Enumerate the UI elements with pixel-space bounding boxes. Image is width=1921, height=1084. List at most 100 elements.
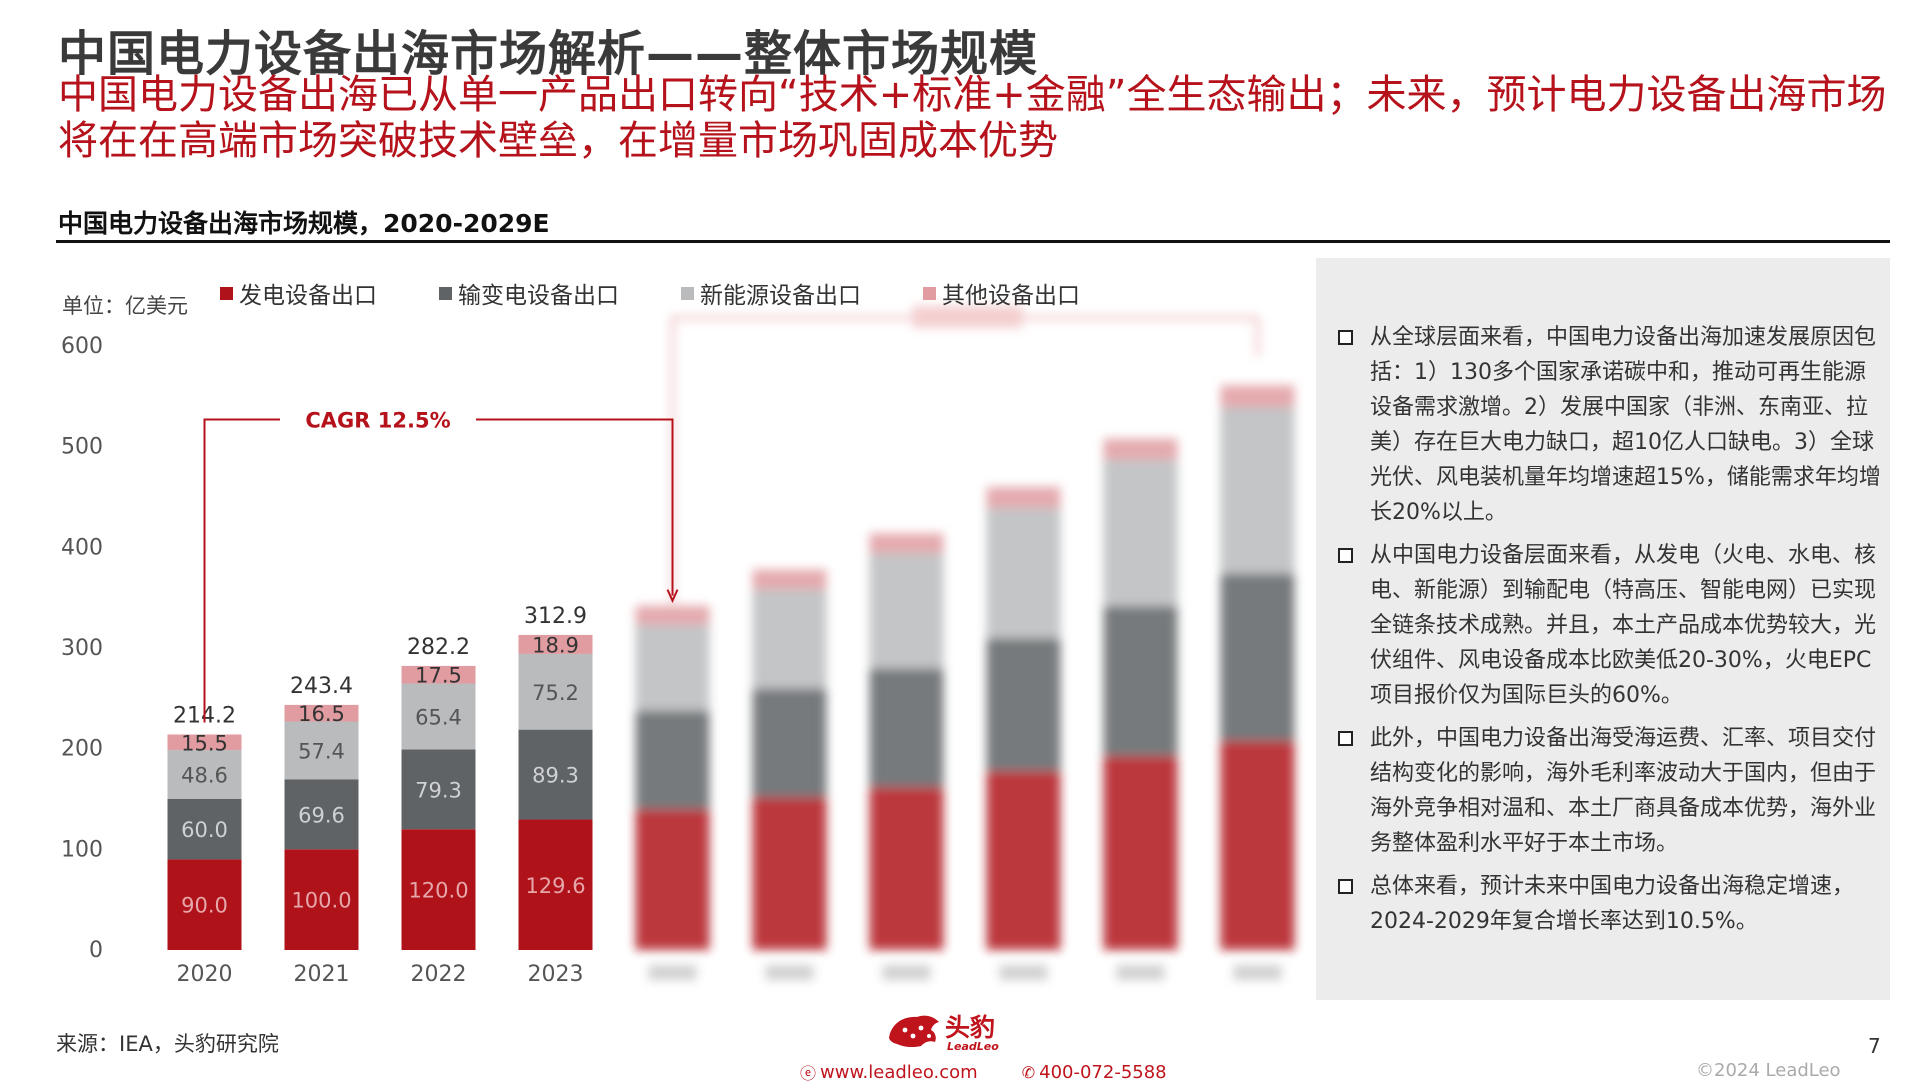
bar-segment-label: 65.4 [415, 705, 462, 729]
y-tick-label: 100 [61, 837, 103, 862]
legend-swatch [923, 286, 936, 300]
bar-segment [1103, 605, 1178, 756]
leopard-logo-icon [889, 1015, 939, 1048]
checkbox-bullet-icon [1338, 731, 1353, 746]
bar-segment [167, 799, 242, 860]
bar-segment [986, 770, 1061, 950]
bar-total-label: 312.9 [524, 604, 587, 629]
y-tick-label: 300 [61, 636, 103, 661]
bar-segment-label: 100.0 [291, 889, 351, 913]
bar-segment-label: 79.3 [415, 778, 462, 802]
chart-unit-label: 单位：亿美元 [62, 294, 188, 318]
website-link[interactable]: ⓔ www.leadleo.com [800, 1060, 1000, 1084]
bar-segment [635, 624, 710, 711]
bar-segment [401, 665, 476, 684]
bar-segment [752, 569, 827, 590]
chart-legend: 发电设备出口 输变电设备出口 新能源设备出口 其他设备出口 [220, 276, 1142, 310]
bar-segment [167, 750, 242, 799]
bar-segment [1103, 755, 1178, 950]
bar-segment [518, 729, 593, 820]
blurred-x-tick-label [648, 965, 697, 980]
blurred-x-tick-label [765, 965, 814, 980]
x-tick-label: 2022 [411, 962, 467, 987]
bar-segment [401, 683, 476, 750]
bullet-text: 总体来看，预计未来中国电力设备出海稳定增速，2024-2029年复合增长率达到1… [1370, 874, 1855, 934]
chart-canvas: 010020030040050060090.060.048.615.5214.2… [61, 305, 1295, 987]
bar-segment [752, 589, 827, 689]
legend-item-transmission: 输变电设备出口 [439, 276, 619, 310]
bar-segment-label: 90.0 [181, 894, 228, 918]
bar-segment [869, 553, 944, 669]
legend-label: 发电设备出口 [239, 283, 377, 309]
y-tick-label: 200 [61, 737, 103, 762]
page-subtitle: 中国电力设备出海已从单一产品出口转向“技术+标准+金融”全生态输出；未来，预计电… [58, 72, 1888, 164]
cagr-connector-left [203, 418, 280, 723]
subtitle-line-2: 将在在高端市场突破技术壁垒，在增量市场巩固成本优势 [58, 118, 1058, 164]
bar-segment-label: 17.5 [415, 664, 462, 688]
heading-divider [56, 240, 1890, 243]
bar-segment [518, 653, 593, 730]
bar-segment [635, 710, 710, 810]
bar-segment-label: 48.6 [181, 764, 228, 788]
analysis-bullet: 总体来看，预计未来中国电力设备出海稳定增速，2024-2029年复合增长率达到1… [1328, 869, 1882, 939]
bar-total-label: 282.2 [407, 635, 470, 660]
bar-segment-label: 18.9 [532, 633, 579, 657]
x-tick-label: 2020 [177, 962, 233, 987]
bar-segment [869, 533, 944, 554]
bar-segment-label: 16.5 [298, 702, 345, 726]
cagr-connector-right [476, 418, 674, 596]
bar-segment [1220, 407, 1295, 574]
phone-text: 400-072-5588 [1039, 1061, 1167, 1083]
legend-swatch [681, 286, 694, 300]
bar-segment [1103, 438, 1178, 460]
bar-segment-label: 60.0 [181, 818, 228, 842]
bullet-text: 此外，中国电力设备出海受海运费、汇率、项目交付结构变化的影响，海外毛利率波动大于… [1370, 726, 1877, 856]
blurred-x-tick-label [1116, 965, 1165, 980]
bar-segment [869, 668, 944, 787]
legend-swatch [220, 286, 233, 300]
logo-text: 头豹 [945, 1013, 996, 1042]
analysis-bullet: 此外，中国电力设备出海受海运费、汇率、项目交付结构变化的影响，海外毛利率波动大于… [1328, 721, 1882, 861]
legend-label: 输变电设备出口 [458, 283, 619, 309]
analysis-bullet-list: 从全球层面来看，中国电力设备出海加速发展原因包括：1）130多个国家承诺碳中和，… [1316, 320, 1882, 947]
copyright: ©2024 LeadLeo [1696, 1060, 1841, 1081]
blurred-x-tick-label [1233, 965, 1282, 980]
bar-segment [1103, 459, 1178, 606]
bar-segment [752, 688, 827, 797]
y-tick-label: 500 [61, 435, 103, 460]
website-text: www.leadleo.com [820, 1061, 978, 1083]
page-number: 7 [1868, 1034, 1881, 1058]
logo-subtext: LeadLeo [947, 1040, 999, 1053]
leadleo-logo: 头豹 LeadLeo [885, 1008, 1005, 1058]
bar-segment [167, 734, 242, 751]
footer-contact: ⓔ www.leadleo.com ✆ 400-072-5588 [800, 1060, 1211, 1084]
checkbox-bullet-icon [1338, 548, 1353, 563]
y-tick-label: 0 [89, 938, 103, 963]
bar-segment [986, 508, 1061, 638]
bar-segment [869, 786, 944, 950]
bar-segment [284, 779, 359, 850]
market-size-chart: 0 100 200 300 400 500 600 90.0 60.0 48.6 15.5 214.2… [40, 252, 1310, 1012]
bar-segment [518, 634, 593, 654]
blurred-x-tick-label [882, 965, 931, 980]
checkbox-bullet-icon [1338, 330, 1353, 345]
cagr-arrowhead [666, 589, 679, 604]
blurred-cagr-label [912, 305, 1023, 328]
bar-segment-label: 129.6 [525, 874, 585, 898]
checkbox-bullet-icon [1338, 879, 1353, 894]
cagr-label: CAGR 12.5% [305, 408, 450, 432]
phone-contact: ✆ 400-072-5588 [1022, 1062, 1189, 1083]
bar-segment [1220, 573, 1295, 741]
bar-segment-label: 120.0 [408, 879, 468, 903]
analysis-bullet: 从中国电力设备层面来看，从发电（火电、水电、核电、新能源）到输配电（特高压、智能… [1328, 538, 1882, 713]
bar-segment [284, 849, 359, 950]
bar-segment-label: 15.5 [181, 731, 228, 755]
bar-segment [1220, 740, 1295, 950]
blurred-forecast-group [635, 305, 1295, 980]
x-tick-label: 2023 [528, 962, 584, 987]
analysis-bullet: 从全球层面来看，中国电力设备出海加速发展原因包括：1）130多个国家承诺碳中和，… [1328, 320, 1882, 530]
bar-segment [167, 859, 242, 950]
bar-segment [986, 637, 1061, 771]
bar-segment [518, 819, 593, 950]
bar-segment [284, 704, 359, 722]
